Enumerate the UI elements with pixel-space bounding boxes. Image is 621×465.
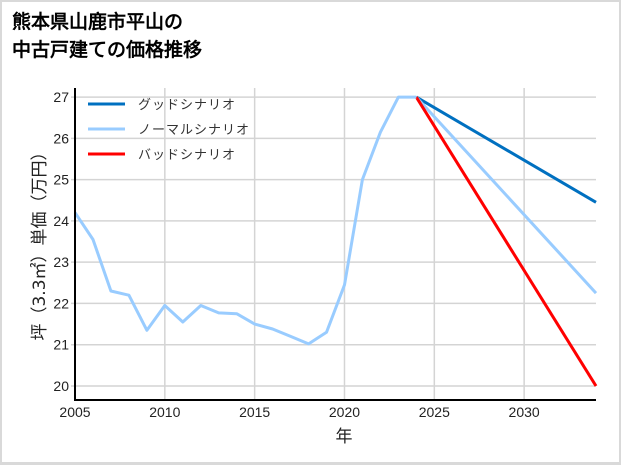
chart-title: 熊本県山鹿市平山の 中古戸建ての価格推移 bbox=[12, 8, 202, 64]
series-line bbox=[415, 95, 597, 204]
y-tick-label: 25 bbox=[53, 172, 69, 188]
x-tick-label: 2020 bbox=[329, 404, 360, 420]
series-line bbox=[415, 96, 598, 295]
legend-label: グッドシナリオ bbox=[138, 98, 236, 113]
legend-label: ノーマルシナリオ bbox=[138, 123, 250, 138]
x-tick-label: 2005 bbox=[59, 404, 90, 420]
grid-lines bbox=[71, 88, 596, 400]
x-axis-label: 年 bbox=[336, 427, 353, 447]
chart-title-line1: 熊本県山鹿市平山の bbox=[12, 11, 184, 33]
chart-title-line2: 中古戸建ての価格推移 bbox=[12, 39, 203, 61]
y-tick-label: 23 bbox=[53, 254, 69, 270]
y-tick-label: 26 bbox=[53, 130, 69, 146]
data-series bbox=[73, 95, 598, 387]
series-line bbox=[73, 95, 417, 346]
series-line bbox=[415, 96, 598, 387]
tick-labels: 20 21 22 23 24 25 26 27 2005 2010 2015 2020 2025 2030 bbox=[53, 89, 539, 420]
y-tick-label: 22 bbox=[53, 295, 69, 311]
x-tick-label: 2030 bbox=[509, 404, 540, 420]
x-tick-label: 2015 bbox=[239, 404, 270, 420]
y-tick-label: 24 bbox=[53, 213, 69, 229]
y-tick-label: 20 bbox=[53, 378, 69, 394]
axes bbox=[74, 88, 596, 401]
legend-label: バッドシナリオ bbox=[138, 148, 236, 163]
y-tick-label: 21 bbox=[53, 337, 69, 353]
x-tick-label: 2025 bbox=[419, 404, 450, 420]
y-axis-label: 坪（3.3㎡）単価（万円） bbox=[30, 143, 50, 340]
y-tick-label: 27 bbox=[53, 89, 69, 105]
x-tick-label: 2010 bbox=[149, 404, 180, 420]
